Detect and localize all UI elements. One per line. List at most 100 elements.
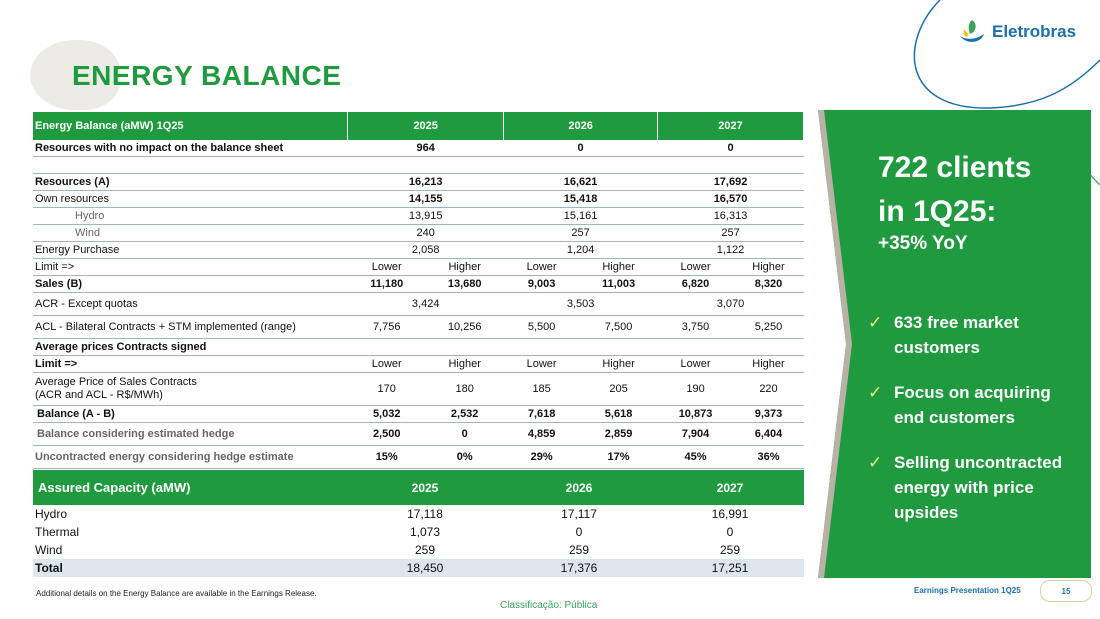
table-row: Hydro 13,915 15,161 16,313 (33, 207, 804, 225)
cell: 259 (568, 543, 590, 557)
presentation-label: Earnings Presentation 1Q25 (914, 586, 1021, 595)
bullet-text: Focus on acquiring end customers (894, 380, 1051, 430)
cell: 0 (575, 525, 583, 539)
check-icon: ✓ (868, 383, 883, 402)
header-cell: 2025 (348, 470, 502, 505)
cell: 0 (425, 422, 504, 446)
header-cell: 2027 (656, 470, 804, 505)
row-label: Balance (A - B) (33, 405, 348, 423)
cell: 170 (347, 372, 426, 406)
cell: 0 (657, 140, 804, 157)
cell: 6,404 (733, 422, 804, 446)
check-icon: ✓ (868, 313, 883, 332)
table-row: Limit => Lower Higher Lower Higher Lower… (33, 355, 804, 373)
header-cell: Energy Balance (aMW) 1Q25 (33, 112, 349, 140)
cell: 8,320 (733, 275, 804, 293)
cell: 0 (726, 525, 734, 539)
cell: 1,122 (657, 241, 804, 259)
cell: 5,618 (579, 405, 658, 423)
cell: 16,621 (503, 173, 658, 191)
cell: Lower (347, 258, 426, 276)
yoy-growth: +35% YoY (878, 233, 968, 254)
row-label: Balance considering estimated hedge (33, 422, 348, 446)
row-label: Total (33, 559, 348, 577)
cell: 17,376 (502, 559, 656, 577)
cell: 257 (503, 224, 658, 242)
row-label-line: (ACR and ACL - R$/MWh) (35, 389, 163, 401)
cell: 13,680 (425, 275, 504, 293)
cell: 0 (503, 140, 658, 157)
logo-text: Eletrobras (992, 22, 1077, 41)
bullet-text: 633 free market customers (894, 310, 1019, 360)
cell: 15,161 (503, 207, 658, 225)
energy-balance-table: Energy Balance (aMW) 1Q25 2025 2026 2027… (33, 112, 804, 469)
table-row: Hydro 17,118 17,117 16,991 (33, 505, 804, 523)
table-row: Wind 259 259 259 (33, 541, 804, 559)
cell: 240 (347, 224, 504, 242)
section-label: Average prices Contracts signed (33, 338, 804, 356)
cell: 17,117 (561, 507, 597, 521)
table-row: Thermal 1,073 0 0 (33, 523, 804, 541)
cell: 11,003 (579, 275, 658, 293)
cell: 5,250 (733, 315, 804, 339)
table-total-row: Total 18,450 17,376 17,251 (33, 559, 804, 577)
table-row: Own resources 14,155 15,418 16,570 (33, 190, 804, 208)
cell: Higher (733, 258, 804, 276)
cell: 3,503 (503, 292, 658, 316)
cell: 7,904 (657, 422, 734, 446)
cell: 180 (425, 372, 504, 406)
cell: 3,750 (657, 315, 734, 339)
cell: 9,373 (733, 405, 804, 423)
cell: Lower (503, 258, 580, 276)
row-label: ACL - Bilateral Contracts + STM implemen… (33, 315, 348, 339)
cell: 18,450 (348, 559, 502, 577)
cell: Higher (425, 355, 504, 373)
cell: 205 (579, 372, 658, 406)
cell: 0% (425, 445, 504, 469)
cell: 17,692 (657, 173, 804, 191)
headline-line: 722 clients (878, 151, 1032, 184)
cell: 7,500 (579, 315, 658, 339)
cell: 259 (719, 543, 741, 557)
row-label: Resources with no impact on the balance … (33, 140, 348, 157)
cell: 3,070 (657, 292, 804, 316)
highlight-panel (818, 110, 1091, 578)
row-label: Wind (33, 224, 348, 242)
header-cell: 2026 (502, 470, 656, 505)
header-cell: 2027 (657, 112, 804, 140)
table-row: Average Price of Sales Contracts (ACR an… (33, 372, 804, 406)
row-label-line: Average Price of Sales Contracts (35, 376, 197, 388)
cell: 9,003 (503, 275, 580, 293)
cell: 2,500 (347, 422, 426, 446)
row-label: Hydro (35, 507, 68, 521)
row-label: Hydro (33, 207, 348, 225)
cell: 5,032 (347, 405, 426, 423)
table-row: Wind 240 257 257 (33, 224, 804, 242)
bullet-item: ✓ 633 free market customers (868, 310, 1078, 360)
page-number: 15 (1040, 580, 1092, 602)
table-header-row: Assured Capacity (aMW) 2025 2026 2027 (33, 470, 804, 505)
cell: 16,313 (657, 207, 804, 225)
row-label: Limit => (33, 355, 348, 373)
cell: Higher (425, 258, 504, 276)
row-label: Limit => (33, 258, 348, 276)
row-label: Sales (B) (33, 275, 348, 293)
cell: Lower (657, 355, 734, 373)
decorative-blob (30, 40, 120, 110)
clients-headline: 722 clients in 1Q25: (878, 146, 1078, 234)
cell: 257 (657, 224, 804, 242)
cell: 964 (347, 140, 504, 157)
bullet-line: customers (894, 338, 980, 357)
table-row: Uncontracted energy considering hedge es… (33, 445, 804, 469)
bullet-text: Selling uncontracted energy with price u… (894, 450, 1062, 525)
bullet-line: upsides (894, 503, 959, 522)
cell: 16,991 (711, 507, 749, 521)
eletrobras-logo-icon (960, 20, 984, 42)
row-label: Own resources (33, 190, 348, 208)
cell: 190 (657, 372, 734, 406)
assured-capacity-table: Assured Capacity (aMW) 2025 2026 2027 Hy… (33, 470, 804, 577)
cell: 7,618 (503, 405, 580, 423)
cell: 17,118 (407, 507, 443, 521)
bullet-line: Selling uncontracted (894, 453, 1063, 472)
table-row: Average prices Contracts signed (33, 338, 804, 356)
